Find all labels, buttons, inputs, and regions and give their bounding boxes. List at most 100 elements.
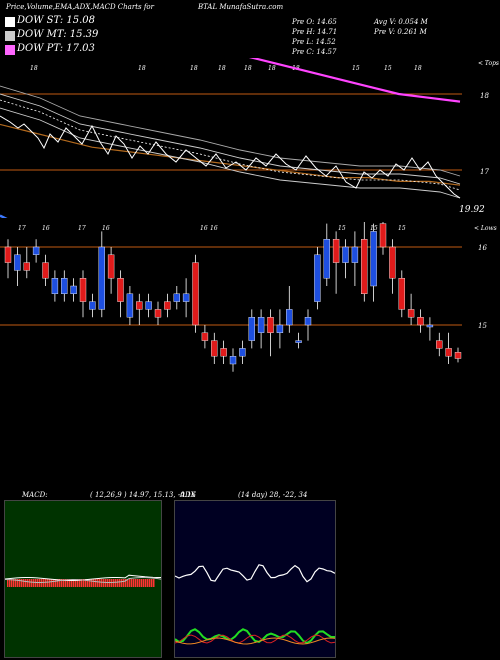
date-tick: 15 <box>338 225 346 232</box>
macd-bar <box>137 579 139 587</box>
macd-bar <box>89 579 91 587</box>
header-title: Price,Volume,EMA,ADX,MACD Charts for <box>6 3 154 11</box>
macd-bar <box>97 579 99 587</box>
date-tick: 18 <box>268 65 276 72</box>
macd-bar <box>47 579 49 587</box>
macd-bar <box>51 579 53 587</box>
candle-body <box>436 340 443 349</box>
legend-swatch-st <box>5 17 15 27</box>
macd-bar <box>127 579 129 587</box>
macd-bar <box>17 579 19 587</box>
candle-body <box>332 239 340 263</box>
macd-bar <box>133 579 135 587</box>
candle-body <box>145 301 152 310</box>
adx-panel <box>174 500 336 658</box>
date-tick: 16 <box>210 225 218 232</box>
ema-line-dow-st <box>0 214 8 218</box>
candle-body <box>276 324 284 334</box>
candle-body <box>398 278 405 310</box>
candle-body <box>361 239 368 294</box>
candle-body <box>295 340 302 343</box>
candle-body <box>70 285 77 295</box>
macd-bar <box>139 579 141 587</box>
tops-label: < Tops <box>478 60 499 67</box>
ema-price-panel: < Tops 18 17 19.92 18 18 18 18 18 18 18 … <box>0 58 499 218</box>
macd-bar <box>71 579 73 587</box>
macd-bar <box>33 579 35 587</box>
adx-trend-line <box>174 637 336 645</box>
macd-bar <box>141 579 143 587</box>
candle-body <box>417 316 424 326</box>
macd-bar <box>61 579 63 587</box>
candle-body <box>164 301 171 310</box>
date-tick: 18 <box>218 65 226 72</box>
macd-bar <box>79 579 81 587</box>
lows-label: < Lows <box>474 225 497 232</box>
candle-body <box>192 262 199 326</box>
date-tick: 17 <box>18 225 26 232</box>
candle-body <box>117 278 124 302</box>
adx-params: (14 day) 28, -22, 34 <box>238 491 308 499</box>
ema-lines <box>0 58 461 218</box>
candle-body <box>445 348 452 357</box>
macd-bar <box>15 579 17 587</box>
macd-bar <box>45 579 47 587</box>
macd-bar <box>91 579 93 587</box>
macd-bar <box>135 579 137 587</box>
candle-body <box>42 262 49 279</box>
macd-bar <box>19 579 21 587</box>
macd-bar <box>99 579 101 587</box>
macd-bar <box>147 579 149 587</box>
macd-bar <box>7 579 9 587</box>
macd-bar <box>117 579 119 587</box>
candlestick-panel: < Lows 16 15 17 16 17 16 16 16 15 15 15 <box>0 222 497 372</box>
macd-bar <box>75 579 77 587</box>
candle-body <box>379 223 387 248</box>
envelope-line <box>0 93 461 185</box>
candle-body <box>314 254 321 302</box>
price-line <box>0 115 461 199</box>
date-tick: 15 <box>384 65 392 72</box>
macd-bar <box>9 579 11 587</box>
date-tick: 16 <box>200 225 208 232</box>
macd-bar <box>25 579 27 587</box>
macd-bar <box>41 579 43 587</box>
macd-label: MACD: <box>22 491 48 499</box>
macd-bar <box>85 579 87 587</box>
candle-body <box>61 278 68 295</box>
legend-dow-pt: DOW PT: 17.03 <box>17 43 95 54</box>
candle-body <box>89 301 96 310</box>
candle-body <box>323 239 330 279</box>
macd-bar <box>69 579 71 587</box>
macd-bar <box>43 579 45 587</box>
macd-bar <box>145 579 147 587</box>
date-tick: 18 <box>244 65 252 72</box>
macd-bar <box>101 579 103 587</box>
stat-close: Pre C: 14.57 <box>292 48 337 56</box>
candle-body <box>79 278 87 302</box>
macd-bar <box>109 579 111 587</box>
macd-bar <box>65 579 67 587</box>
macd-bar <box>151 579 153 587</box>
candle-body <box>136 301 143 310</box>
macd-bar <box>149 579 151 587</box>
legend-swatch-pt <box>5 45 15 55</box>
macd-histogram <box>7 579 155 587</box>
price-label-18: 18 <box>480 92 489 100</box>
date-tick: 18 <box>138 65 146 72</box>
candle-body <box>154 309 162 318</box>
macd-bar <box>35 579 37 587</box>
adx-svg <box>174 564 336 645</box>
stat-high: Pre H: 14.71 <box>292 28 338 36</box>
candle-body <box>51 278 59 295</box>
macd-params: ( 12,26,9 ) 14.97, 15.13, -0.16 <box>90 491 196 499</box>
macd-bar <box>53 579 55 587</box>
macd-bar <box>115 579 117 587</box>
candle-body <box>454 352 462 359</box>
stat-low: Pre L: 14.52 <box>292 38 336 46</box>
candles <box>4 222 462 372</box>
macd-bar <box>111 579 113 587</box>
candle-body <box>201 332 209 341</box>
macd-bar <box>23 579 25 587</box>
macd-bar <box>13 579 15 587</box>
